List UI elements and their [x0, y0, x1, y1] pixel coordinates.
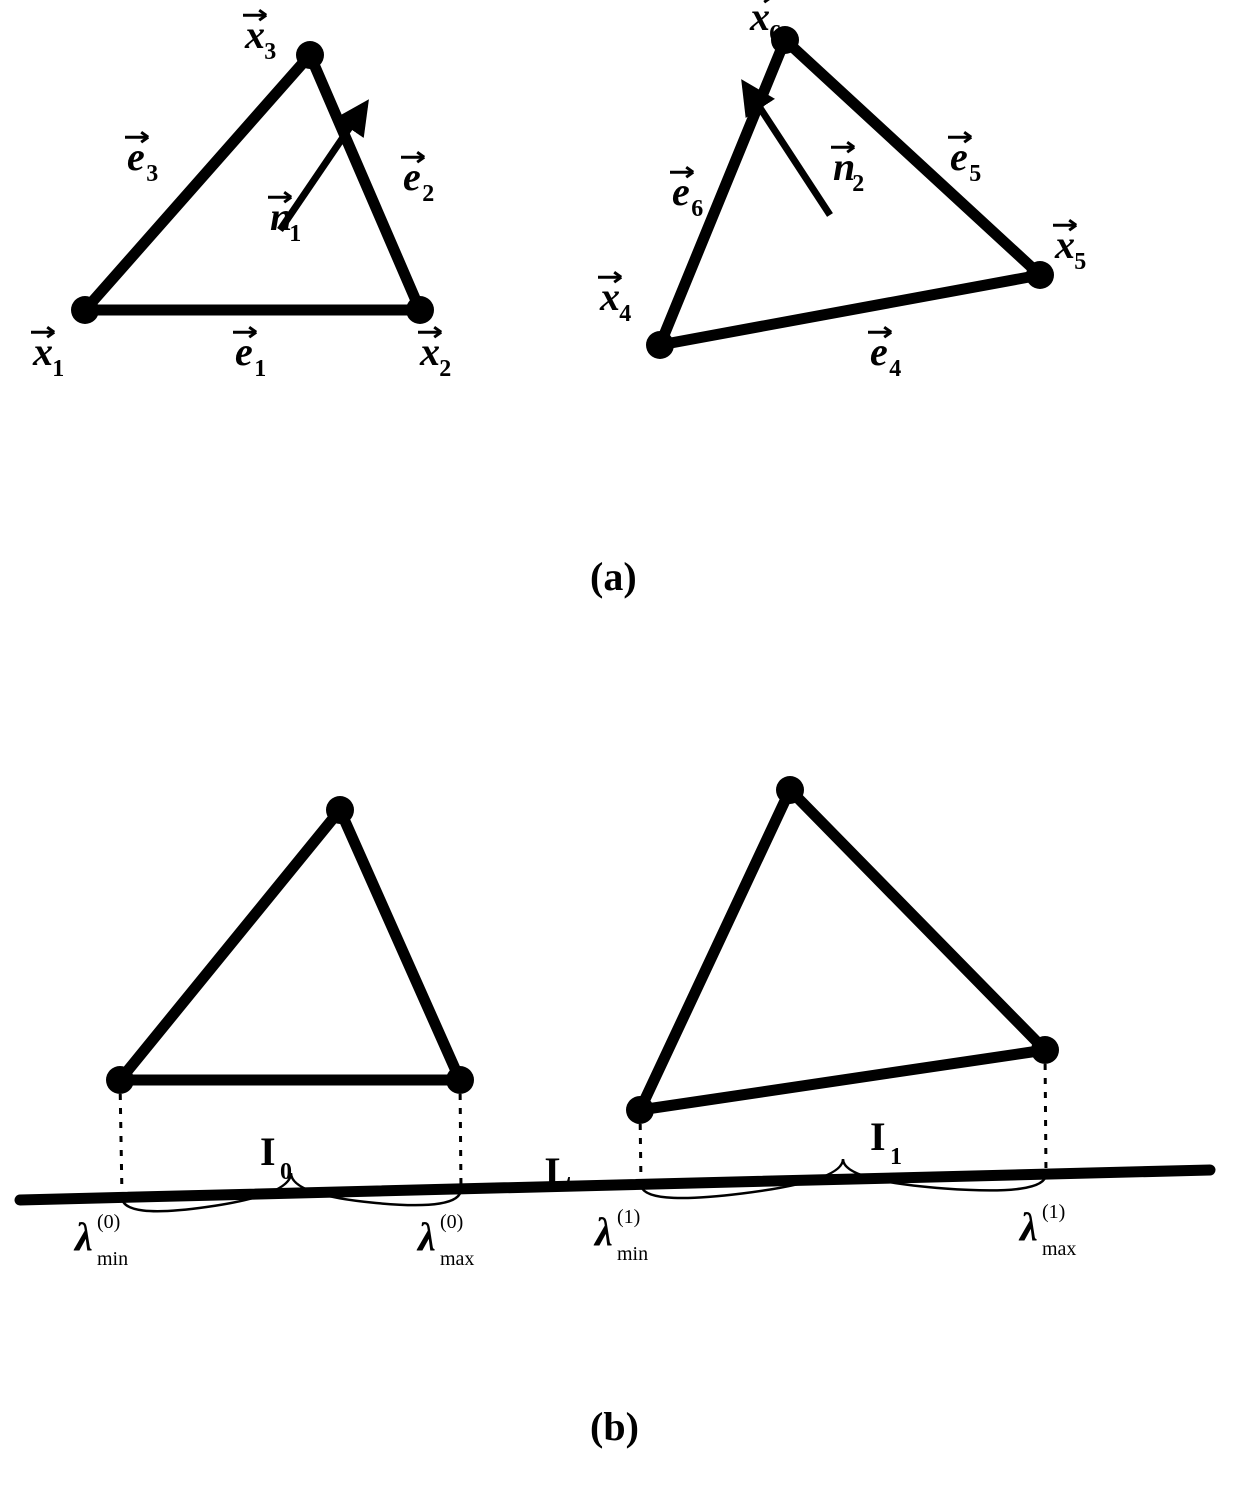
svg-text:3: 3 — [264, 39, 276, 65]
triangle-b2-vertex-3 — [776, 776, 804, 804]
triangle-b1-vertex-2 — [446, 1066, 474, 1094]
triangle-b2 — [626, 776, 1059, 1124]
axis-label-L: L — [545, 1149, 572, 1194]
svg-text:(0): (0) — [440, 1211, 463, 1233]
lambda-min-1: λmin (1) — [593, 1206, 648, 1265]
projection-line-1 — [120, 1080, 122, 1197]
triangle-2-vertex-3 — [771, 26, 799, 54]
svg-text:I: I — [870, 1114, 886, 1159]
svg-text:2: 2 — [852, 171, 864, 197]
svg-text:λ: λ — [416, 1214, 436, 1259]
projection-line-2 — [460, 1080, 461, 1189]
svg-text:(1): (1) — [1042, 1201, 1065, 1223]
triangle-b2-vertex-2 — [1031, 1036, 1059, 1064]
svg-text:max: max — [440, 1248, 474, 1270]
svg-text:2: 2 — [422, 181, 434, 207]
triangle-1-vertex-2 — [406, 296, 434, 324]
svg-text:3: 3 — [146, 161, 158, 187]
edge-label-e2: e2 — [401, 152, 434, 207]
triangle-b2-outline — [640, 790, 1045, 1110]
svg-text:(1): (1) — [617, 1206, 640, 1228]
vertex-label-x1: x1 — [31, 327, 64, 382]
svg-text:(0): (0) — [97, 1211, 120, 1233]
svg-text:λ: λ — [1018, 1204, 1038, 1249]
svg-text:x: x — [749, 0, 770, 39]
lambda-max-1: λmax (1) — [1018, 1201, 1076, 1260]
projection-line-4 — [1045, 1050, 1046, 1174]
caption-b: (b) — [590, 1404, 639, 1449]
svg-text:λ: λ — [73, 1214, 93, 1259]
svg-text:1: 1 — [890, 1144, 902, 1170]
axis-line-L — [20, 1170, 1210, 1200]
caption-a: (a) — [590, 554, 637, 599]
svg-text:1: 1 — [289, 221, 301, 247]
svg-text:4: 4 — [619, 301, 631, 327]
svg-text:λ: λ — [593, 1209, 613, 1254]
svg-text:2: 2 — [439, 356, 451, 382]
panel-b: LI0λmin(0)λmax(0)I1λmin(1)λmax(1)(b) — [20, 1050, 1210, 1449]
vertex-label-x4: x4 — [598, 272, 631, 327]
edge-label-e6: e6 — [670, 167, 703, 222]
svg-text:min: min — [97, 1248, 128, 1270]
svg-text:max: max — [1042, 1238, 1076, 1260]
lambda-max-0: λmax (0) — [416, 1211, 474, 1270]
svg-text:0: 0 — [280, 1159, 292, 1185]
triangle-1 — [71, 41, 434, 324]
svg-text:4: 4 — [889, 356, 901, 382]
edge-label-e4: e4 — [868, 327, 901, 382]
triangle-b1-outline — [120, 810, 460, 1080]
vertex-label-x5: x5 — [1053, 220, 1086, 275]
triangle-b2-vertex-1 — [626, 1096, 654, 1124]
vertex-label-x3: x3 — [243, 10, 276, 65]
svg-text:5: 5 — [969, 161, 981, 187]
normal-arrow-1 — [280, 105, 365, 230]
lambda-min-0: λmin (0) — [73, 1211, 128, 1270]
triangle-2-outline — [660, 40, 1040, 345]
edge-label-e3: e3 — [125, 132, 158, 187]
svg-text:1: 1 — [52, 356, 64, 382]
edge-label-e1: e1 — [233, 327, 266, 382]
triangle-2-vertex-1 — [646, 331, 674, 359]
triangle-2-vertex-2 — [1026, 261, 1054, 289]
edge-label-e5: e5 — [948, 132, 981, 187]
triangle-2 — [646, 26, 1054, 359]
triangle-1-vertex-3 — [296, 41, 324, 69]
svg-text:5: 5 — [1074, 249, 1086, 275]
svg-text:min: min — [617, 1243, 648, 1265]
svg-text:1: 1 — [254, 356, 266, 382]
svg-text:I: I — [260, 1129, 276, 1174]
vertex-label-x2: x2 — [418, 327, 451, 382]
interval-label-I1: I1 — [870, 1114, 902, 1170]
triangle-b1-vertex-1 — [106, 1066, 134, 1094]
normal-label-n2: n2 — [831, 142, 864, 197]
triangle-1-outline — [85, 55, 420, 310]
triangle-b1 — [106, 796, 474, 1094]
triangle-b1-vertex-3 — [326, 796, 354, 824]
triangle-1-vertex-1 — [71, 296, 99, 324]
svg-text:6: 6 — [691, 196, 703, 222]
interval-label-I0: I0 — [260, 1129, 292, 1185]
